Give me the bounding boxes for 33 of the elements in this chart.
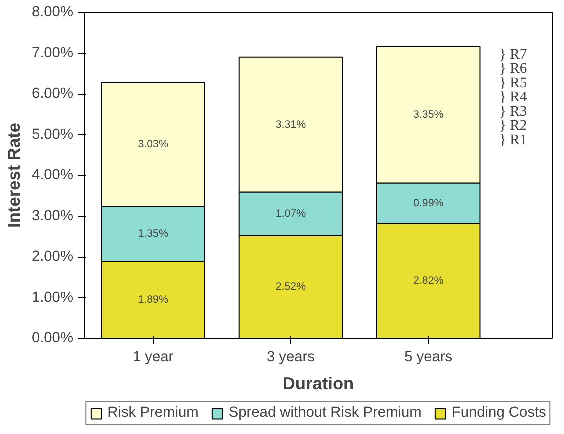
y-axis-title: Interest Rate xyxy=(4,122,24,228)
data-label: 1.35% xyxy=(138,228,169,240)
data-label: 3.35% xyxy=(414,108,444,121)
x-tick-label: 5 years xyxy=(404,350,453,366)
annotation: } R4 xyxy=(499,90,528,106)
y-tick-label: 3.00% xyxy=(32,208,74,224)
y-tick-label: 5.00% xyxy=(32,126,74,143)
data-label: 2.82% xyxy=(414,275,444,288)
data-label: 3.31% xyxy=(276,118,307,131)
x-axis-title: Duration xyxy=(282,374,354,394)
y-tick-label: 1.00% xyxy=(32,290,74,306)
data-label: 1.07% xyxy=(276,208,307,220)
y-tick-label: 2.00% xyxy=(32,249,74,265)
annotation: } R2 xyxy=(499,118,528,134)
annotation: } R3 xyxy=(499,104,528,120)
y-tick-label: 8.00% xyxy=(32,4,74,20)
x-tick-label: 3 years xyxy=(266,350,315,366)
legend-label: Funding Costs xyxy=(452,405,546,421)
annotation: } R6 xyxy=(499,61,528,78)
annotation: } R1 xyxy=(499,132,528,148)
y-tick-label: 4.00% xyxy=(32,168,74,184)
annotation: } R7 xyxy=(499,46,528,63)
data-label: 0.99% xyxy=(414,197,444,210)
y-tick-label: 6.00% xyxy=(32,86,74,102)
y-tick-label: 0.00% xyxy=(32,330,74,346)
legend-label: Risk Premium xyxy=(108,405,199,421)
data-label: 3.03% xyxy=(138,138,169,151)
data-label: 1.89% xyxy=(138,294,169,306)
data-label: 2.52% xyxy=(276,281,307,294)
y-tick-label: 7.00% xyxy=(32,45,74,62)
legend-label: Spread without Risk Premium xyxy=(228,405,422,421)
annotation: } R5 xyxy=(499,75,528,92)
x-tick-label: 1 year xyxy=(132,350,174,366)
